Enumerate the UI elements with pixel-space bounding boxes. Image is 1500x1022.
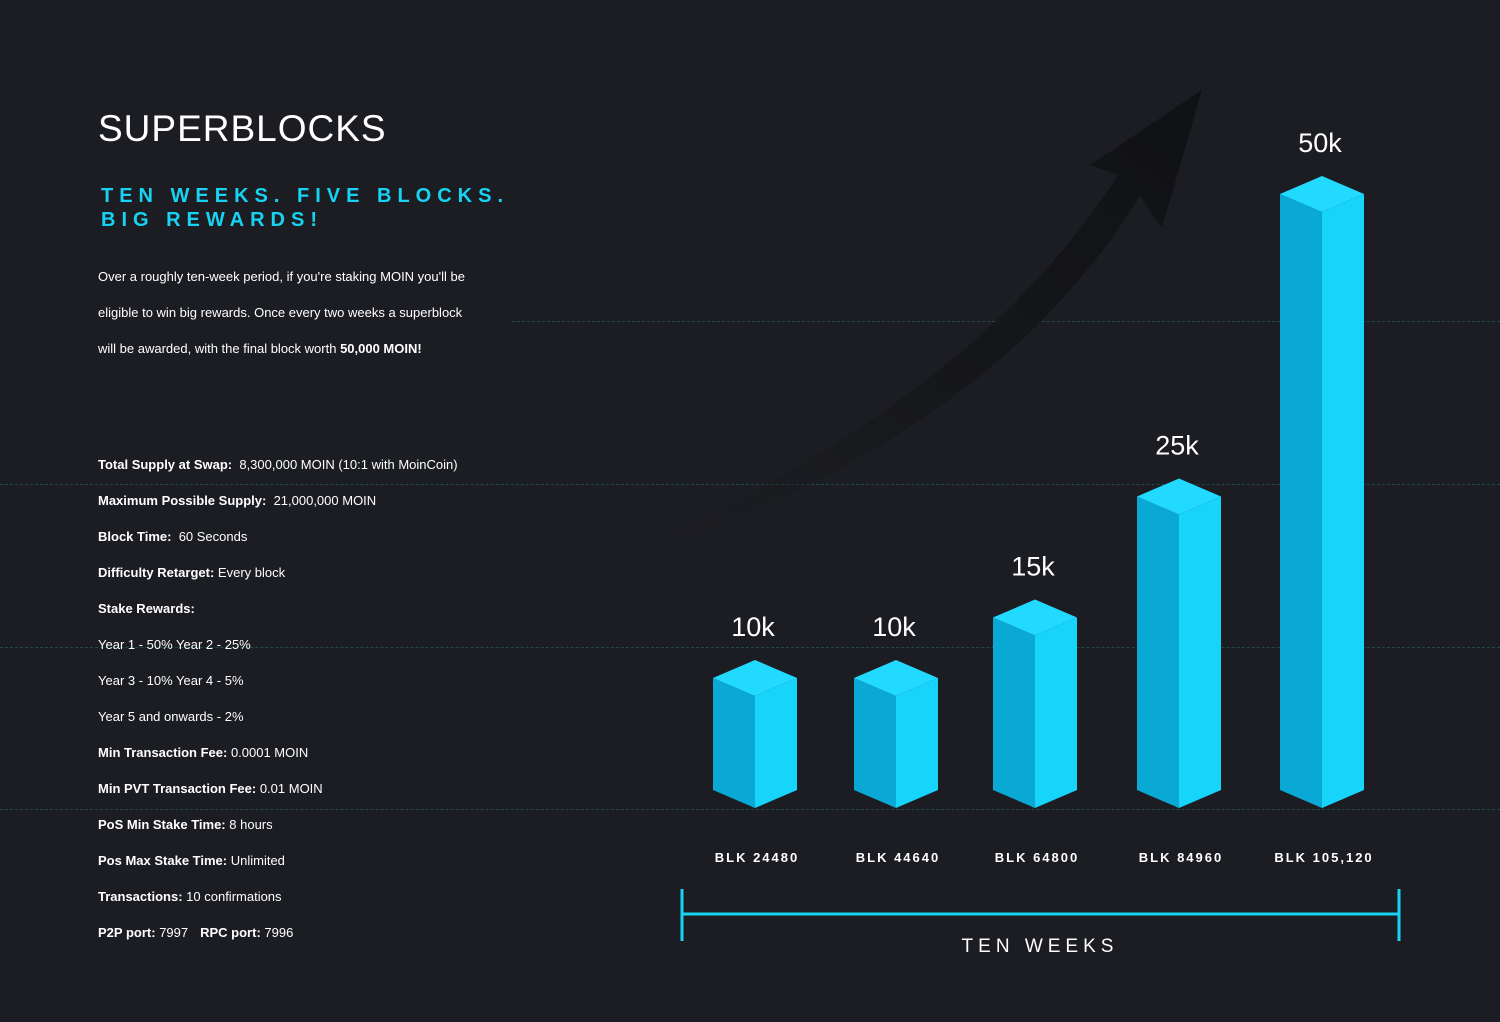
bar-value-label: 10k [731,612,775,642]
bar-value-label: 25k [1155,431,1199,461]
intro-line-3-text: will be awarded, with the final block wo… [98,341,341,356]
bar-value-label: 10k [872,612,916,642]
spec-reward-year-5: Year 5 and onwards - 2% [98,699,518,735]
bar-top-face [1280,176,1364,212]
spec-pos-max-stake: Pos Max Stake Time: Unlimited [98,843,518,879]
spec-list: Total Supply at Swap: 8,300,000 MOIN (10… [98,447,518,951]
grid-line-4 [0,809,1500,810]
spec-total-supply: Total Supply at Swap: 8,300,000 MOIN (10… [98,447,518,483]
page-title: SUPERBLOCKS [98,108,387,149]
bar-top-face [713,660,797,696]
spec-difficulty-retarget: Difficulty Retarget: Every block [98,555,518,591]
grid-line-3 [0,647,1500,648]
category-label: BLK 84960 [1139,850,1223,865]
intro-highlight: 50,000 MOIN! [340,341,422,356]
bar-value-label: 15k [1011,552,1055,582]
spec-label: Transactions: [98,889,183,904]
spec-value: 8 hours [229,817,273,832]
spec-label: PoS Min Stake Time: [98,817,226,832]
spec-label: Difficulty Retarget: [98,565,215,580]
bar-2 [854,660,938,808]
bar-left-face [993,617,1035,808]
p2p-port-value: 7997 [159,925,189,940]
spec-label: Min Transaction Fee: [98,745,228,760]
bar-5 [1280,176,1364,808]
spec-value: 0.0001 MOIN [230,745,309,760]
spec-value: Year 5 and onwards - 2% [98,709,244,724]
category-label: BLK 44640 [856,850,940,865]
spec-label: Pos Max Stake Time: [98,853,228,868]
subtitle-line-2: BIG REWARDS! [101,209,323,231]
intro-paragraph: Over a roughly ten-week period, if you'r… [98,259,498,367]
bar-left-face [1280,194,1322,808]
bar-right-face [1035,617,1077,808]
spec-label: Maximum Possible Supply: [98,493,267,508]
spec-pos-min-stake: PoS Min Stake Time: 8 hours [98,807,518,843]
bar-right-face [1322,194,1364,808]
intro-line-2: eligible to win big rewards. Once every … [98,305,463,320]
bar-left-face [713,678,755,808]
spec-reward-year-3-4: Year 3 - 10% Year 4 - 5% [98,663,518,699]
category-label: BLK 64800 [995,850,1079,865]
intro-line-1: Over a roughly ten-week period, if you'r… [98,269,465,284]
spec-ports: P2P port: 7997 RPC port: 7996 [98,915,518,951]
bar-right-face [755,678,797,808]
bar-4 [1137,478,1221,808]
x-axis-label: TEN WEEKS [962,936,1119,957]
spec-value: 10 confirmations [186,889,282,904]
spec-value: Unlimited [230,853,285,868]
spec-label: Total Supply at Swap: [98,457,233,472]
spec-min-pvt-tx-fee: Min PVT Transaction Fee: 0.01 MOIN [98,771,518,807]
spec-stake-rewards: Stake Rewards: [98,591,518,627]
bar-value-label: 50k [1298,128,1342,158]
bar-right-face [896,678,938,808]
spec-value: Every block [217,565,286,580]
spec-reward-year-1-2: Year 1 - 50% Year 2 - 25% [98,627,518,663]
spec-value: Year 1 - 50% Year 2 - 25% [98,637,251,652]
spec-label: Stake Rewards: [98,601,195,616]
bar-left-face [1137,496,1179,808]
grid-line-2 [0,484,1500,485]
category-label: BLK 105,120 [1274,850,1373,865]
bar-left-face [854,678,896,808]
spec-min-tx-fee: Min Transaction Fee: 0.0001 MOIN [98,735,518,771]
p2p-port-label: P2P port: [98,925,156,940]
page-subtitle: TEN WEEKS. FIVE BLOCKS. BIG REWARDS! [101,184,521,232]
category-label: BLK 24480 [715,850,799,865]
spec-label: Block Time: [98,529,172,544]
spec-value: 21,000,000 MOIN [273,493,377,508]
spec-value: 8,300,000 MOIN (10:1 with MoinCoin) [239,457,458,472]
subtitle-line-1: TEN WEEKS. FIVE BLOCKS. [101,185,510,207]
bar-top-face [993,599,1077,636]
spec-transactions: Transactions: 10 confirmations [98,879,518,915]
spec-label: Min PVT Transaction Fee: [98,781,257,796]
bar-1 [713,660,797,808]
rpc-port-value: 7996 [264,925,294,940]
bar-top-face [854,660,938,696]
intro-line-3: will be awarded, with the final block wo… [98,331,498,367]
bar-top-face [1137,478,1221,515]
spec-value: 60 Seconds [178,529,248,544]
spec-block-time: Block Time: 60 Seconds [98,519,518,555]
bar-right-face [1179,496,1221,808]
rpc-port-label: RPC port: [200,925,261,940]
spec-max-supply: Maximum Possible Supply: 21,000,000 MOIN [98,483,518,519]
spec-value: Year 3 - 10% Year 4 - 5% [98,673,244,688]
spec-value: 0.01 MOIN [259,781,323,796]
bar-3 [993,599,1077,808]
